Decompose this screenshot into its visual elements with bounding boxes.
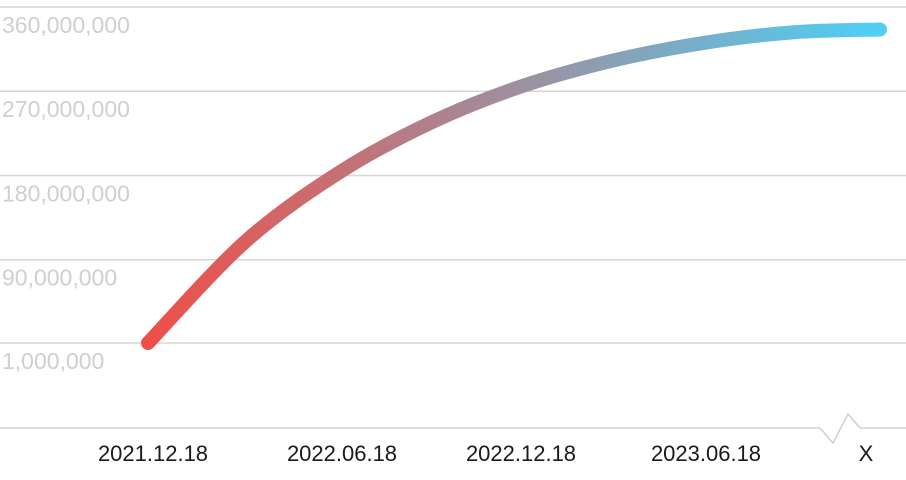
y-tick-label: 1,000,000 <box>2 348 104 374</box>
y-tick-label: 360,000,000 <box>2 12 130 38</box>
x-tick-label: 2022.06.18 <box>287 441 397 466</box>
series <box>141 22 887 350</box>
x-tick-label: 2021.12.18 <box>98 441 208 466</box>
y-tick-label: 180,000,000 <box>2 180 130 206</box>
series-line <box>141 22 887 350</box>
x-tick-label: 2022.12.18 <box>466 441 576 466</box>
x-tick-label: X <box>859 441 874 466</box>
x-axis-ticks: 2021.12.18 2022.06.18 2022.12.18 2023.06.18… <box>98 441 874 466</box>
axis-break-icon <box>819 412 861 445</box>
x-tick-label: 2023.06.18 <box>651 441 761 466</box>
y-tick-label: 90,000,000 <box>2 265 117 291</box>
y-axis-ticks: 1,000,000 90,000,000 180,000,000 270,000,00… <box>2 12 130 374</box>
gridlines <box>0 6 906 344</box>
y-tick-label: 270,000,000 <box>2 96 130 122</box>
x-axis <box>0 412 906 445</box>
